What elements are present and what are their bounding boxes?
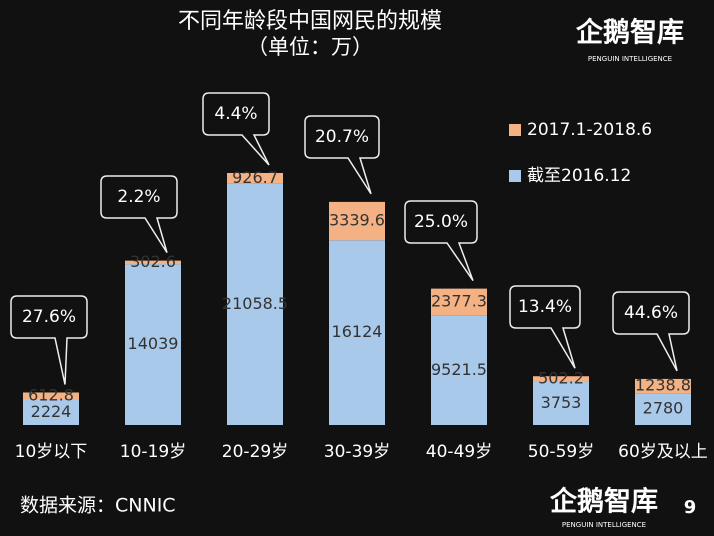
value-label: 21058.5 xyxy=(222,294,288,313)
value-label: 502.2 xyxy=(538,369,584,388)
bar-segment xyxy=(227,173,283,184)
legend-label: 2017.1-2018.6 xyxy=(527,120,652,140)
value-label: 2224 xyxy=(31,402,72,421)
annotation: 20.7% xyxy=(315,127,369,147)
value-label: 3339.6 xyxy=(329,211,385,230)
value-label: 2377.3 xyxy=(431,292,487,311)
bar-segment xyxy=(533,376,589,382)
annotation: 13.4% xyxy=(518,297,572,317)
x-tick-label: 30-39岁 xyxy=(324,442,390,462)
value-label: 2780 xyxy=(643,399,684,418)
annotation: 44.6% xyxy=(624,303,678,323)
callout xyxy=(202,92,270,166)
callout xyxy=(612,291,690,372)
legend-label: 截至2016.12 xyxy=(527,166,631,186)
x-tick-label: 20-29岁 xyxy=(222,442,288,462)
value-label: 612.8 xyxy=(28,385,74,404)
bar-segment xyxy=(125,260,181,265)
bar-segment xyxy=(635,393,691,425)
callout xyxy=(404,200,478,282)
chart-title: 不同年龄段中国网民的规模 xyxy=(178,9,442,34)
callout xyxy=(10,295,88,385)
bar-segment xyxy=(227,183,283,425)
bar-segment xyxy=(635,378,691,394)
chart-subtitle: （单位：万） xyxy=(247,35,373,59)
x-tick-label: 10-19岁 xyxy=(120,442,186,462)
value-label: 3753 xyxy=(541,393,582,412)
x-tick-label: 60岁及以上 xyxy=(618,442,708,462)
value-label: 302.6 xyxy=(130,252,176,271)
logo-tagline: PENGUIN INTELLIGENCE xyxy=(588,55,672,63)
x-tick-label: 50-59岁 xyxy=(528,442,594,462)
source: 数据来源：CNNIC xyxy=(20,495,176,517)
logo-tagline: PENGUIN INTELLIGENCE xyxy=(562,521,646,529)
bar-segment xyxy=(125,264,181,425)
annotation: 4.4% xyxy=(214,104,257,124)
legend-swatch xyxy=(509,170,521,182)
bar-segment xyxy=(23,399,79,425)
x-tick-label: 40-49岁 xyxy=(426,442,492,462)
logo: 企鹅智库 xyxy=(550,486,658,518)
bar-segment xyxy=(329,201,385,241)
legend-swatch xyxy=(509,124,521,136)
value-label: 14039 xyxy=(128,334,179,353)
annotation: 2.2% xyxy=(117,187,160,207)
bar-segment xyxy=(533,381,589,425)
value-label: 9521.5 xyxy=(431,360,487,379)
x-tick-label: 10岁以下 xyxy=(15,442,88,462)
bar-segment xyxy=(431,288,487,316)
value-label: 16124 xyxy=(332,322,383,341)
value-label: 1238.8 xyxy=(635,376,691,395)
annotation: 25.0% xyxy=(414,212,468,232)
callout xyxy=(509,285,581,369)
bar-segment xyxy=(23,392,79,400)
value-label: 926.7 xyxy=(232,168,278,187)
callout xyxy=(100,175,178,254)
page-number: 9 xyxy=(684,497,697,518)
logo: 企鹅智库 xyxy=(576,17,684,49)
bar-segment xyxy=(431,315,487,425)
annotation: 27.6% xyxy=(22,307,76,327)
bar-segment xyxy=(329,240,385,425)
callout xyxy=(304,115,380,195)
